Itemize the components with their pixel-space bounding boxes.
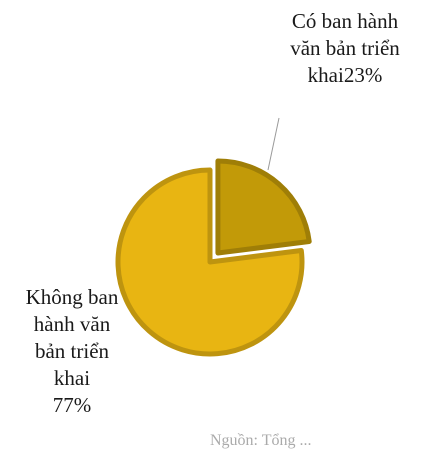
slice-label-khong-ban-hanh: Không ban hành văn bản triển khai 77%: [25, 285, 119, 417]
slice-label-co-ban-hanh: Có ban hành văn bản triển khai23%: [290, 9, 400, 87]
source-note: Nguồn: Tổng ...: [210, 432, 312, 449]
pie-slice-0: [215, 158, 312, 256]
pie-slice-1: [115, 167, 305, 357]
leader-line: [267, 117, 280, 171]
